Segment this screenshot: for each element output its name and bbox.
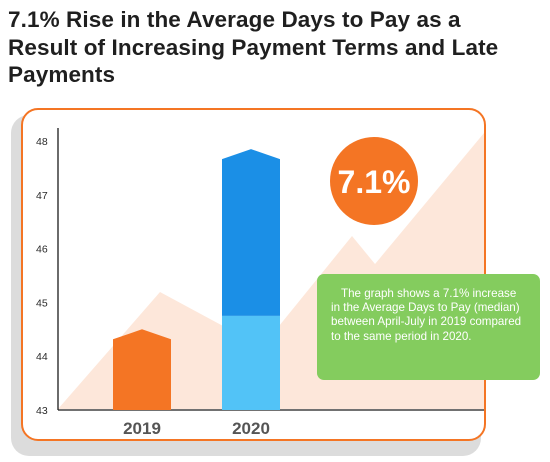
y-tick-label: 47 bbox=[36, 190, 48, 202]
y-tick-label: 45 bbox=[36, 297, 48, 309]
y-tick-label: 43 bbox=[36, 405, 48, 417]
percent-badge: 7.1% bbox=[330, 137, 418, 225]
bar-2019 bbox=[113, 329, 171, 410]
y-tick-label: 46 bbox=[36, 244, 48, 256]
callout-text: The graph shows a 7.1% increase in the A… bbox=[331, 287, 522, 343]
badge-label: 7.1% bbox=[338, 164, 411, 200]
chart-title: 7.1% Rise in the Average Days to Pay as … bbox=[8, 7, 499, 87]
y-tick-group: 43 44 45 46 47 48 bbox=[36, 136, 48, 417]
y-tick-label: 48 bbox=[36, 136, 48, 148]
bar-2020-lower-segment bbox=[222, 315, 280, 410]
callout-box: The graph shows a 7.1% increase in the A… bbox=[317, 274, 540, 380]
x-tick-label: 2020 bbox=[232, 419, 270, 438]
badge-circle bbox=[330, 137, 418, 225]
y-tick-label: 44 bbox=[36, 351, 48, 363]
bars-group bbox=[113, 149, 280, 410]
bar-2020-upper-segment bbox=[222, 149, 280, 316]
x-tick-group: 2019 2020 bbox=[123, 419, 270, 438]
x-tick-label: 2019 bbox=[123, 419, 161, 438]
